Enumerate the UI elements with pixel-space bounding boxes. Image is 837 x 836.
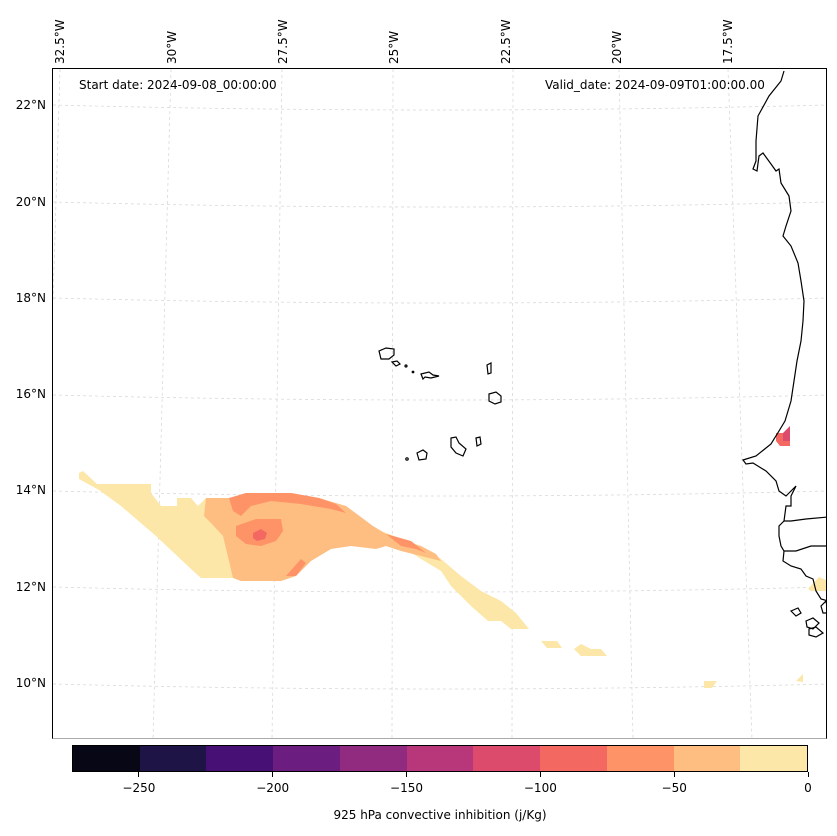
colorbar-title: 925 hPa convective inhibition (j/Kg)	[333, 808, 547, 822]
colorbar-segment	[139, 746, 207, 771]
gridline-lat	[53, 490, 826, 497]
contour-fill-0-to-25	[574, 644, 607, 656]
contour-fill-75-to-100	[253, 529, 267, 541]
contour-fill-0-to-25	[704, 681, 717, 688]
gridline-lat	[53, 394, 826, 401]
coast-island	[789, 607, 802, 617]
map-panel[interactable]	[52, 68, 827, 739]
colorbar-segment	[673, 746, 741, 771]
lat-tick-label: 10°N	[15, 676, 46, 690]
cape-verde-island	[378, 347, 395, 360]
lat-tick-label: 22°N	[15, 98, 46, 112]
lat-tick-label: 18°N	[15, 291, 46, 305]
gridline-lat	[53, 104, 826, 111]
africa-coastline	[742, 70, 826, 522]
colorbar-tick-label: −50	[661, 781, 687, 795]
contour-fill-100-to-125	[783, 426, 790, 441]
contour-fill-0-to-25	[79, 471, 233, 578]
cape-verde-island	[416, 449, 428, 461]
contour-fill-0-to-25	[381, 531, 529, 629]
colorbar-segment	[606, 746, 674, 771]
cape-verde-island	[450, 436, 467, 457]
lon-tick-label: 22.5°W	[499, 19, 513, 64]
contour-fill-50-to-75	[286, 559, 306, 576]
colorbar-tick	[539, 772, 541, 777]
valid-date-label: Valid_date: 2024-09-09T01:00:00.00	[545, 78, 765, 92]
cape-verde-island	[411, 370, 415, 374]
colorbar-tick-label: −200	[256, 781, 290, 795]
colorbar	[72, 745, 808, 772]
contour-fill-0-to-25	[808, 577, 826, 591]
gridlines	[53, 69, 826, 738]
gridline-lat	[53, 586, 826, 593]
gridline-lon	[271, 69, 283, 738]
lat-tick-label: 12°N	[15, 580, 46, 594]
contour-fill-0-to-25	[541, 641, 562, 648]
colorbar-segment	[540, 746, 607, 771]
gridline-lon	[618, 69, 634, 738]
cin-contours	[79, 426, 826, 688]
map-canvas	[53, 69, 826, 738]
colorbar-segment	[273, 746, 340, 771]
cape-verde-island	[420, 371, 440, 381]
lat-tick-label: 20°N	[15, 195, 46, 209]
colorbar-segment	[473, 746, 541, 771]
cape-verde-island	[390, 360, 402, 367]
lon-tick-label: 20°W	[610, 30, 624, 64]
contour-fill-50-to-75	[386, 534, 426, 553]
gridline-lat	[53, 683, 826, 690]
lon-tick-label: 30°W	[165, 30, 179, 64]
contour-fill-50-to-75	[229, 493, 346, 516]
colorbar-tick	[138, 772, 140, 777]
cape-verde-island	[475, 436, 482, 447]
lon-tick-label: 17.5°W	[721, 19, 735, 64]
contour-fill-25-to-50	[204, 493, 441, 581]
coast-island	[805, 617, 820, 630]
colorbar-segment	[740, 746, 808, 771]
lat-tick-label: 14°N	[15, 483, 46, 497]
lon-tick-label: 27.5°W	[276, 19, 290, 64]
colorbar-tick-label: 0	[804, 781, 812, 795]
colorbar-segment	[73, 746, 140, 771]
colorbar-segment	[206, 746, 274, 771]
cape-verde-island	[488, 391, 502, 405]
colorbar-segment	[406, 746, 474, 771]
africa-coastline	[782, 550, 826, 602]
gridline-lat	[53, 201, 826, 208]
lon-tick-label: 32.5°W	[53, 19, 67, 64]
colorbar-tick	[807, 772, 809, 777]
cape-verde-island	[405, 457, 409, 461]
contour-fill-0-to-25	[796, 674, 803, 682]
cape-verde-island	[486, 362, 492, 375]
africa-coastline	[778, 520, 826, 552]
lat-tick-label: 16°N	[15, 387, 46, 401]
colorbar-tick	[272, 772, 274, 777]
gridline-lon	[152, 69, 172, 738]
colorbar-tick	[406, 772, 408, 777]
gridline-lon	[511, 69, 514, 738]
start-date-label: Start date: 2024-09-08_00:00:00	[79, 78, 277, 92]
colorbar-tick-label: −100	[523, 781, 557, 795]
gridline-lat	[53, 297, 826, 304]
lon-tick-label: 25°W	[387, 30, 401, 64]
colorbar-tick	[673, 772, 675, 777]
coast-island	[820, 600, 826, 614]
gridline-lon	[391, 69, 394, 738]
cape-verde-island	[404, 364, 408, 368]
colorbar-segment	[339, 746, 407, 771]
colorbar-tick-label: −150	[390, 781, 424, 795]
gridline-lon	[53, 69, 61, 302]
coastlines	[378, 70, 826, 638]
gridline-lon	[727, 69, 753, 738]
coast-island	[808, 626, 825, 638]
colorbar-tick-label: −250	[122, 781, 156, 795]
